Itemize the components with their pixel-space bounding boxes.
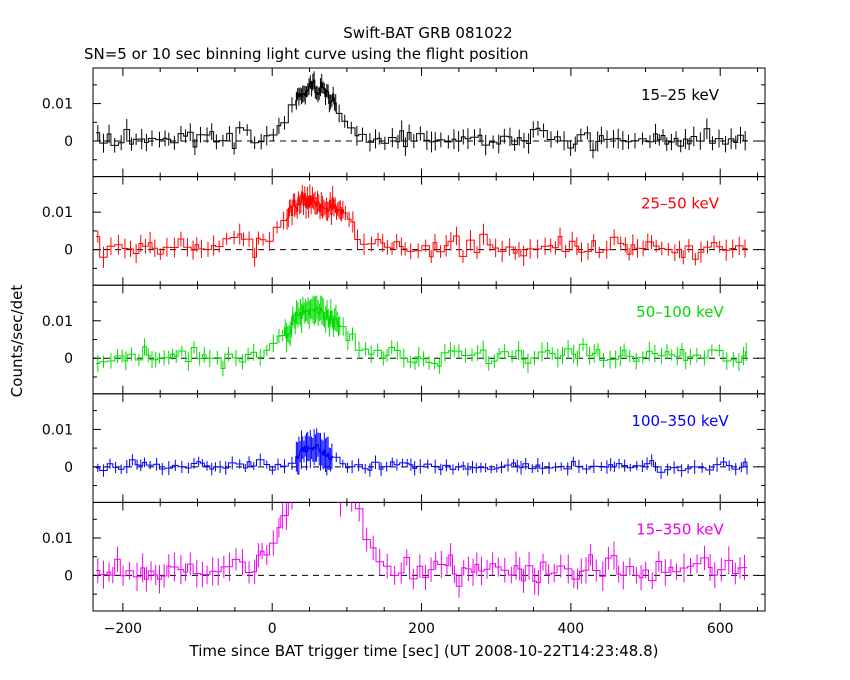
panel-frame xyxy=(92,176,766,286)
y-tick-label: 0.01 xyxy=(42,205,73,221)
panel-2: 0 0.01 25–50 keV xyxy=(42,176,766,286)
panel-3: 0 0.01 50–100 keV xyxy=(42,284,766,395)
band-label: 50–100 keV xyxy=(636,303,724,321)
band-label: 100–350 keV xyxy=(631,412,729,430)
panel-4: 0 0.01 100–350 keV xyxy=(42,393,766,503)
panel-frame xyxy=(92,284,766,395)
band-label: 15–25 keV xyxy=(641,86,720,104)
y-tick-label: 0 xyxy=(64,568,73,584)
y-tick-label: 0.01 xyxy=(42,422,73,438)
x-tick-label: 400 xyxy=(557,621,584,637)
series xyxy=(96,502,748,598)
x-tick-label: −200 xyxy=(104,621,142,637)
series xyxy=(96,71,748,159)
series xyxy=(96,428,748,479)
panel-frame xyxy=(92,393,766,503)
x-tick-label: 600 xyxy=(707,621,734,637)
y-tick-label: 0 xyxy=(64,243,73,259)
panel-frame xyxy=(92,501,766,612)
y-axis-label: Counts/sec/det xyxy=(8,285,26,398)
panels: 0 0.01 15–25 keV 0 0.01 25–50 keV 0 0.01 50–100 … xyxy=(42,67,766,637)
chart-title: Swift-BAT GRB 081022 xyxy=(343,24,512,42)
panel-1: 0 0.01 15–25 keV xyxy=(42,67,766,178)
y-tick-label: 0.01 xyxy=(42,531,73,547)
light-curve-steps xyxy=(96,305,748,369)
series xyxy=(96,184,748,268)
y-tick-label: 0.01 xyxy=(42,97,73,113)
band-label: 15–350 keV xyxy=(636,520,724,538)
y-tick-label: 0 xyxy=(64,460,73,476)
light-curve-steps xyxy=(96,191,748,260)
y-tick-label: 0 xyxy=(64,351,73,367)
panel-5: 0 0.01 15–350 keV xyxy=(42,501,766,612)
panel-frame xyxy=(92,67,766,178)
chart-subtitle: SN=5 or 10 sec binning light curve using… xyxy=(84,45,529,63)
y-tick-label: 0 xyxy=(64,134,73,150)
y-tick-label: 0.01 xyxy=(42,314,73,330)
light-curve-steps xyxy=(96,444,748,473)
band-label: 25–50 keV xyxy=(641,195,720,213)
series xyxy=(96,295,748,377)
x-tick-label: 0 xyxy=(268,621,277,637)
x-tick-label: 200 xyxy=(408,621,435,637)
x-axis-label: Time since BAT trigger time [sec] (UT 20… xyxy=(189,642,659,660)
